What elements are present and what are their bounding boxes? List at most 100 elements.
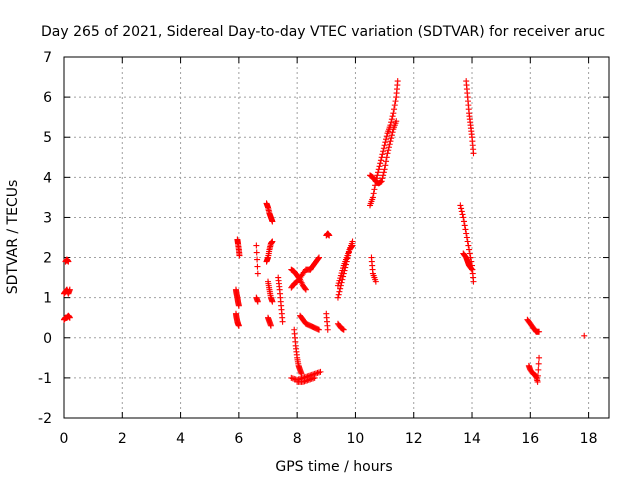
data-point: [385, 147, 392, 154]
data-point: [379, 175, 386, 182]
data-point: [374, 172, 381, 179]
data-point: [254, 270, 261, 277]
data-point: [377, 160, 384, 167]
x-tick-label: 6: [234, 431, 243, 447]
y-axis-tick-labels: -2 -1 0 1 2 3 4 5 6 7: [38, 50, 52, 427]
data-point: [324, 326, 331, 333]
data-point: [380, 145, 387, 152]
data-point: [390, 110, 397, 117]
y-tick-label: 0: [43, 331, 52, 347]
data-point: [536, 328, 543, 335]
data-point: [389, 113, 396, 120]
data-point: [465, 242, 472, 249]
data-point: [388, 135, 395, 142]
data-point: [254, 256, 261, 263]
data-point: [235, 302, 242, 309]
data-point: [380, 148, 387, 155]
x-tick-label: 8: [293, 431, 302, 447]
data-point: [459, 211, 466, 218]
data-point: [235, 322, 242, 329]
y-tick-label: 6: [43, 90, 52, 106]
data-point: [316, 254, 323, 261]
data-point: [383, 136, 390, 143]
data-point: [457, 202, 464, 209]
data-point: [388, 116, 395, 123]
data-point: [534, 372, 541, 379]
data-point: [378, 178, 385, 185]
y-tick-label: 5: [43, 130, 52, 146]
data-point: [458, 205, 465, 212]
data-point: [302, 285, 309, 292]
data-point: [253, 242, 260, 249]
data-point: [385, 144, 392, 151]
y-tick-label: 2: [43, 251, 52, 267]
y-tick-label: 7: [43, 50, 52, 66]
data-point: [380, 172, 387, 179]
data-point: [461, 218, 468, 225]
x-tick-label: 10: [347, 431, 365, 447]
data-point: [326, 232, 333, 239]
x-tick-label: 14: [463, 431, 481, 447]
data-point: [463, 230, 470, 237]
data-point: [317, 368, 324, 375]
data-point: [381, 166, 388, 173]
data-point: [380, 169, 387, 176]
data-point: [378, 154, 385, 161]
data-point: [377, 157, 384, 164]
data-point: [279, 318, 286, 325]
data-point: [464, 238, 471, 245]
data-point: [381, 142, 388, 149]
data-point: [388, 119, 395, 126]
data-point: [254, 298, 261, 305]
data-point: [316, 326, 323, 333]
chart-title: Day 265 of 2021, Sidereal Day-to-day VTE…: [41, 24, 605, 40]
data-point: [311, 374, 318, 381]
data-point: [383, 158, 390, 165]
data-point: [370, 190, 377, 197]
data-point: [581, 332, 588, 339]
data-point: [470, 278, 477, 285]
data-point: [393, 118, 400, 125]
data-point: [375, 169, 382, 176]
data-point: [384, 150, 391, 157]
data-point: [466, 250, 473, 257]
x-tick-label: 12: [405, 431, 423, 447]
data-point: [382, 162, 389, 169]
data-point: [460, 214, 467, 221]
data-point: [336, 288, 343, 295]
data-point: [470, 150, 477, 157]
data-point: [389, 129, 396, 136]
data-point: [349, 242, 356, 249]
data-points: [61, 78, 588, 385]
plot-frame: [63, 56, 610, 419]
data-point: [269, 238, 276, 245]
data-point: [462, 226, 469, 233]
x-tick-label: 0: [60, 431, 69, 447]
y-axis-label: SDTVAR / TECUs: [5, 180, 21, 295]
data-point: [369, 194, 376, 201]
data-point: [348, 243, 355, 250]
data-point: [254, 263, 261, 270]
data-point: [383, 154, 390, 161]
data-point: [267, 322, 274, 329]
x-axis-label: GPS time / hours: [275, 459, 392, 475]
data-point: [388, 132, 395, 139]
x-tick-label: 2: [118, 431, 127, 447]
y-tick-label: 4: [43, 170, 52, 186]
y-tick-label: -2: [38, 411, 52, 427]
data-point: [375, 166, 382, 173]
data-point: [335, 291, 342, 298]
data-point: [302, 286, 309, 293]
grid: [64, 57, 609, 418]
data-point: [386, 141, 393, 148]
data-point: [469, 266, 476, 273]
data-point: [269, 218, 276, 225]
data-point: [536, 354, 543, 361]
data-point: [391, 102, 398, 109]
data-point: [376, 163, 383, 170]
data-point: [461, 222, 468, 229]
data-point: [379, 151, 386, 158]
data-point: [372, 278, 379, 285]
data-point: [382, 139, 389, 146]
